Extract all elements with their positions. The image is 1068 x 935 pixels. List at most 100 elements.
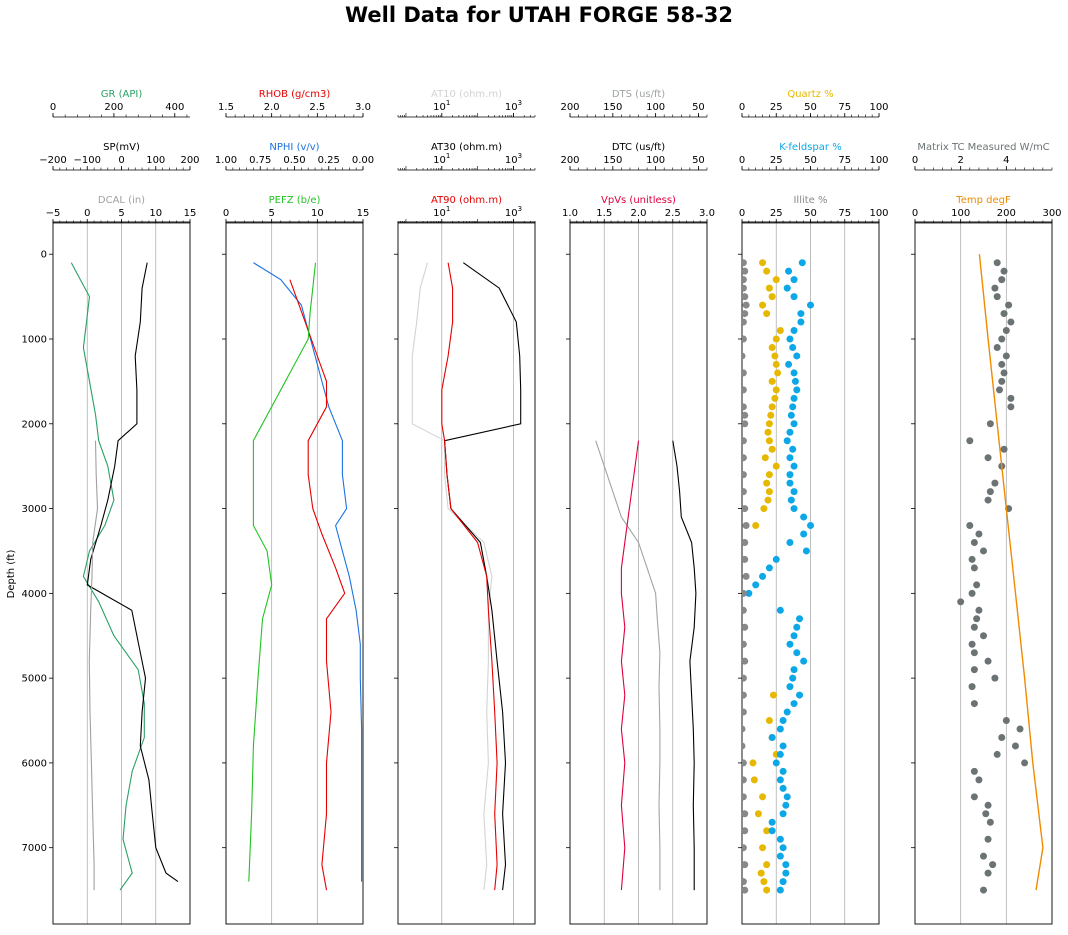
tick-label: 103 [505,152,522,166]
tick-label: 2.5 [309,102,325,113]
kfeld-point [782,861,790,869]
scale-label: PEFZ (b/e) [269,195,321,206]
kfeld-point [779,878,787,886]
tc-point [970,623,978,631]
illite-point [742,810,749,818]
rhob-curve [289,279,346,891]
tc-point [970,767,978,775]
tick-label: 50 [804,102,817,113]
scale-label: Quartz % [787,89,833,100]
quartz-point [765,420,773,428]
tick-label: −200 [39,155,66,166]
illite-point [742,276,747,284]
tick-label: 75 [838,155,851,166]
dts-curve [595,440,661,891]
kfeld-point [776,886,784,894]
tc-point [998,360,1006,368]
tick-label: 100 [646,155,665,166]
quartz-point [771,352,779,360]
quartz-point [761,454,769,462]
kfeld-point [800,513,808,521]
tick-label: 2.0 [264,102,280,113]
at90-curve [441,262,498,891]
tc-point [998,276,1006,284]
tick-label: 5 [118,208,124,219]
quartz-point [763,267,771,275]
quartz-point [768,293,776,301]
tick-label: 101 [433,205,450,219]
tc-point [980,852,987,860]
kfeld-point [779,844,787,852]
quartz-point [760,505,768,513]
quartz-point [763,861,771,869]
scale-label: NPHI (v/v) [269,142,319,153]
illite-point [742,691,747,699]
quartz-point [763,479,771,487]
dcal-curve [88,440,99,891]
tick-label: 0 [912,155,918,166]
sp-curve [86,262,179,883]
kfeld-point [745,589,753,597]
track-6: 0 2 4 Matrix TC Measured W/mC 0 100 200 300 Temp… [911,142,1062,925]
kfeld-point [782,801,790,809]
tick-label: 100 [869,102,888,113]
depth-tick-label: 7000 [22,843,47,854]
kfeld-point [779,784,787,792]
tc-point [973,581,981,589]
kfeld-point [789,343,797,351]
tick-label: 5 [268,208,274,219]
tc-point [970,700,978,708]
kfeld-point [779,742,787,750]
kfeld-point [790,369,798,377]
tick-label: 200 [560,102,579,113]
kfeld-point [776,835,784,843]
tc-point [991,479,999,487]
kfeld-point [786,479,794,487]
tick-label: 150 [603,102,622,113]
kfeld-point [783,708,791,716]
scale-label: DTC (us/ft) [612,142,665,153]
quartz-point [750,776,758,784]
kfeld-point [783,284,791,292]
tc-point [970,793,978,801]
tc-point [1002,717,1010,725]
series-group [411,262,522,891]
kfeld-point [790,293,798,301]
kfeld-point [786,538,794,546]
illite-point [742,471,747,479]
tc-point [1000,267,1008,275]
tick-label: 1.5 [596,208,612,219]
depth-tick-label: 0 [41,250,47,261]
series-group [742,259,814,894]
tick-label: 4 [1003,155,1009,166]
tick-label: 75 [838,208,851,219]
kfeld-point [790,666,798,674]
scale-label: DCAL (in) [98,195,145,206]
tc-point [966,522,974,530]
illite-point [742,623,749,631]
tick-label: 50 [804,208,817,219]
kfeld-point [765,564,773,572]
series-group [70,262,179,891]
tick-label: 2.5 [665,208,681,219]
tc-point [984,835,992,843]
kfeld-point [793,386,801,394]
tc-point [1000,369,1008,377]
kfeld-point [796,615,804,623]
at30-curve [444,262,522,891]
tick-label: 0 [739,155,745,166]
tc-point [1007,318,1015,326]
illite-point [742,572,750,580]
kfeld-point [776,852,784,860]
depth-tick-label: 2000 [22,419,47,430]
illite-point [742,725,746,733]
tick-label: 2 [957,155,963,166]
kfeld-point [759,572,767,580]
illite-point [742,301,750,309]
kfeld-point [786,683,794,691]
illite-point [742,827,749,835]
kfeld-point [772,759,780,767]
kfeld-point [796,691,804,699]
